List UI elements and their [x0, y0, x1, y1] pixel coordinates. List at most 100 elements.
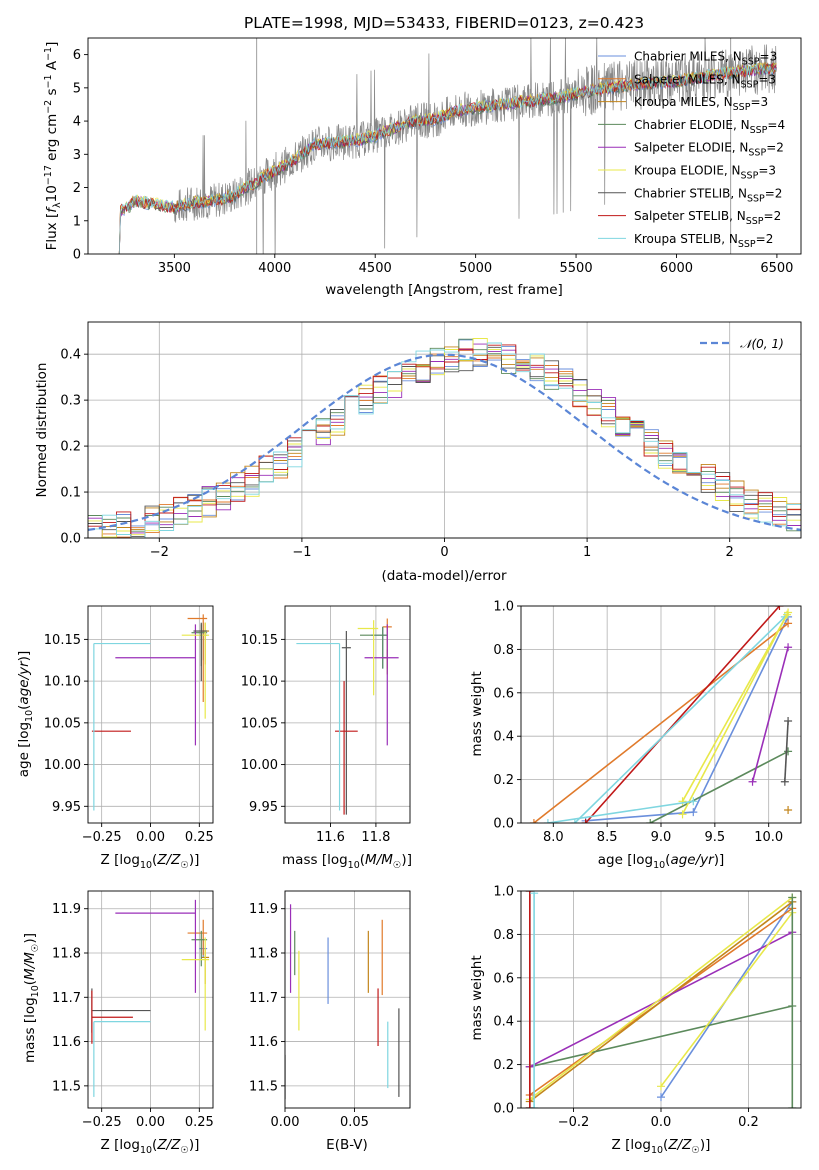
- legend-label: Kroupa STELIB, NSSP=2: [634, 232, 773, 250]
- mass-weight-marker: [525, 891, 534, 895]
- y-tick-label: 10.15: [241, 633, 278, 648]
- x-axis-label: E(B-V): [326, 1137, 368, 1153]
- mass-weight-marker: [657, 1082, 665, 1091]
- y-axis-label: mass weight: [469, 955, 485, 1040]
- mass-weight-marker: [530, 891, 539, 898]
- y-tick-label: 0.2: [60, 440, 81, 455]
- x-tick-label: −1: [292, 545, 311, 560]
- residuals-panel: −2 −1 0 1 2 0.0 0.1 0.2 0.3 0.4 𝒩(0, 1) (data-model…: [34, 321, 802, 584]
- x-axis-label: Z [log10(Z/Z☉)]: [101, 852, 200, 871]
- x-tick-label: 8.0: [543, 830, 564, 845]
- legend-label: Salpeter STELIB, NSSP=2: [634, 209, 781, 227]
- x-tick-label: 6000: [660, 261, 693, 276]
- y-tick-label: 0.8: [493, 928, 514, 943]
- x-tick-label: 6500: [760, 261, 793, 276]
- mass-weight-marker: [748, 777, 757, 786]
- x-axis-label: Z [log10(Z/Z☉)]: [101, 1137, 200, 1156]
- plot-area: [529, 606, 793, 823]
- mass-weight-marker: [543, 819, 552, 823]
- x-tick-label: 0.0: [651, 1115, 672, 1130]
- x-axis-label: mass [log10(M/M☉)]: [282, 852, 412, 871]
- x-tick-label: 8.5: [597, 830, 618, 845]
- x-axis-label: (data-model)/error: [381, 568, 507, 584]
- mass-weight-marker: [780, 777, 789, 786]
- legend-label: Chabrier STELIB, NSSP=2: [634, 186, 782, 204]
- y-tick-label: 1.0: [493, 600, 514, 615]
- x-tick-label: 4000: [258, 261, 291, 276]
- plot-area: [88, 338, 801, 538]
- model-spectrum-salpeter-stelib: [118, 62, 777, 254]
- mass-vs-metallicity-panel: −0.25 0.00 0.25 11.5 11.6 11.7 11.8 11.9 Z [log1…: [22, 890, 214, 1156]
- y-tick-label: 4: [73, 115, 81, 130]
- mass-weight-marker: [570, 819, 579, 823]
- x-tick-label: 0.00: [136, 1115, 165, 1130]
- y-tick-label: 1: [73, 214, 81, 229]
- mass-weight-line: [660, 912, 793, 1087]
- y-tick-label: 9.95: [52, 800, 81, 815]
- y-tick-label: 0.8: [493, 643, 514, 658]
- mass-weight-marker: [784, 747, 793, 756]
- mass-weight-line: [529, 901, 793, 1103]
- mass-weight-marker: [784, 805, 793, 814]
- plot-area: [91, 899, 210, 1097]
- y-tick-label: 11.9: [249, 902, 278, 917]
- y-tick-label: 1.0: [493, 885, 514, 900]
- x-tick-label: 4500: [359, 261, 392, 276]
- legend-label: Chabrier MILES, NSSP=3: [634, 50, 777, 68]
- y-tick-label: 10.05: [44, 716, 81, 731]
- x-tick-label: −0.2: [558, 1115, 590, 1130]
- mass-weight-vs-age-panel: 8.0 8.5 9.0 9.5 10.0 0.0 0.2 0.4 0.6 0.8 1.0 age [l…: [469, 600, 802, 871]
- y-axis-label: mass weight: [469, 671, 485, 756]
- y-tick-label: 11.8: [249, 947, 278, 962]
- y-tick-label: 11.5: [249, 1079, 278, 1094]
- mass-weight-marker: [678, 797, 687, 806]
- mass-weight-marker: [784, 717, 793, 726]
- axes-frame: [284, 890, 411, 1109]
- y-tick-label: 0.6: [493, 686, 514, 701]
- x-tick-label: 1: [583, 545, 591, 560]
- mass-weight-marker: [530, 1104, 539, 1108]
- mass-weight-line: [681, 614, 788, 802]
- mass-weight-marker: [525, 1104, 534, 1108]
- x-axis-label: age [log10(age/yr)]: [598, 852, 724, 871]
- mass-weight-marker: [678, 810, 687, 819]
- y-tick-label: 0.1: [60, 486, 81, 501]
- model-spectrum-kroupa-stelib: [118, 63, 777, 254]
- mass-weight-marker: [775, 606, 784, 610]
- y-tick-label: 10.10: [241, 675, 278, 690]
- figure-title: PLATE=1998, MJD=53433, FIBERID=0123, z=0…: [244, 14, 644, 32]
- axes-frame: [284, 605, 411, 824]
- x-tick-label: 9.0: [651, 830, 672, 845]
- x-axis-label: wavelength [Angstrom, rest frame]: [325, 282, 563, 298]
- legend-label: Kroupa MILES, NSSP=3: [634, 95, 768, 113]
- y-tick-label: 6: [73, 48, 81, 63]
- y-tick-label: 11.6: [249, 1035, 278, 1050]
- y-tick-label: 11.5: [52, 1079, 81, 1094]
- y-tick-label: 10.15: [44, 633, 81, 648]
- y-tick-label: 0.0: [493, 1102, 514, 1117]
- y-tick-label: 0.0: [60, 532, 81, 547]
- mass-weight-marker: [581, 819, 590, 823]
- x-tick-label: 5500: [560, 261, 593, 276]
- y-tick-label: 0.0: [493, 817, 514, 832]
- mass-weight-line: [784, 720, 789, 782]
- y-tick-label: 0: [73, 248, 81, 263]
- mass-weight-line: [547, 800, 694, 823]
- mass-weight-marker: [784, 619, 793, 628]
- mass-weight-line: [529, 1005, 793, 1068]
- plot-area: [525, 891, 797, 1108]
- y-tick-label: 11.7: [52, 991, 81, 1006]
- mass-weight-line: [529, 931, 793, 1068]
- y-tick-label: 10.10: [44, 675, 81, 690]
- x-tick-label: 0: [440, 545, 448, 560]
- plot-area: [296, 618, 399, 815]
- legend-label: Chabrier ELODIE, NSSP=4: [634, 118, 785, 136]
- y-tick-label: 0.6: [493, 971, 514, 986]
- x-tick-label: −0.25: [82, 830, 122, 845]
- spectrum-panel: 3500 4000 4500 5000 5500 6000 6500 0 1 2 3 4 5 6 Chabr…: [43, 37, 802, 298]
- y-tick-label: 0.2: [493, 773, 514, 788]
- plot-area: [285, 904, 400, 1100]
- y-axis-label: Flux [fλ10−17 erg cm−2 s−1 A−1]: [43, 42, 63, 251]
- mass-weight-line: [529, 896, 793, 1100]
- mass-vs-ebv-panel: 0.00 0.05 11.5 11.6 11.7 11.8 11.9 E(B-V): [249, 890, 411, 1153]
